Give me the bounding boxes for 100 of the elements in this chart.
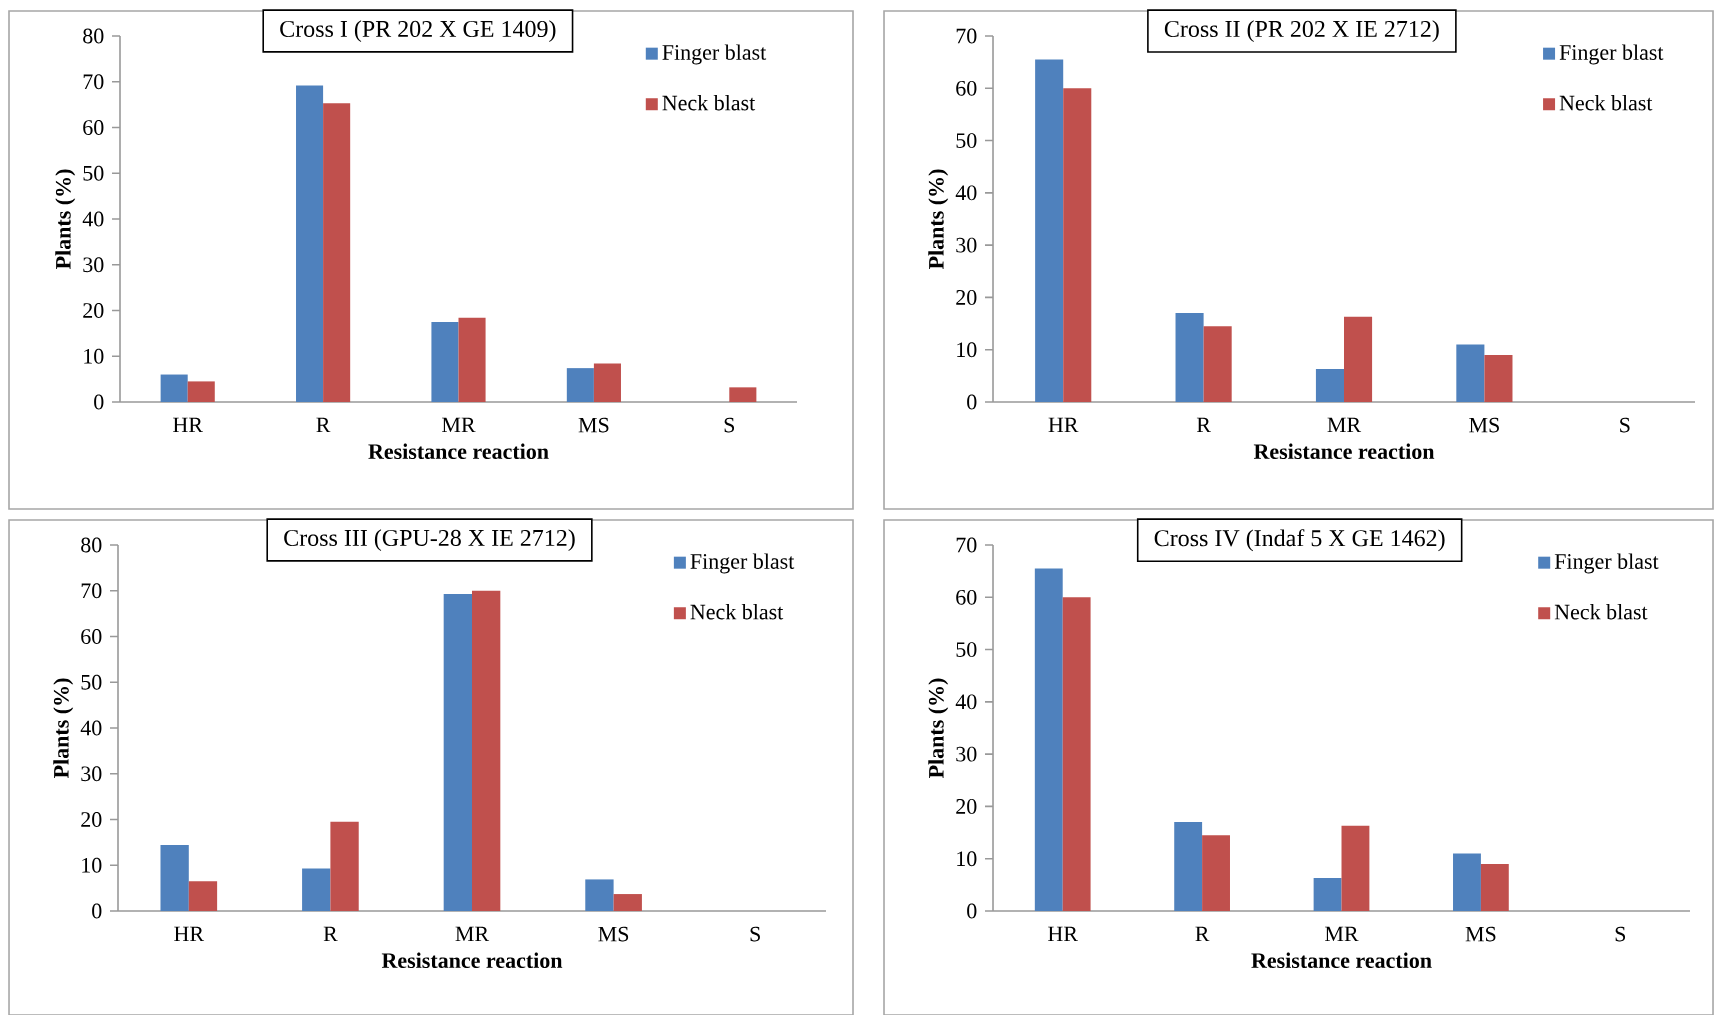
bar (323, 103, 351, 402)
y-tick-label: 40 (82, 211, 104, 227)
y-axis-title: Plants (%) (928, 678, 949, 779)
chart-title: Cross IV (Indaf 5 X GE 1462) (1154, 529, 1445, 552)
bar (1062, 597, 1091, 911)
x-tick-label: MS (578, 417, 609, 433)
y-tick-label: 60 (83, 120, 104, 135)
bar (593, 363, 621, 402)
y-tick-label: 30 (81, 766, 102, 782)
legend-label: Finger blast (1554, 553, 1659, 574)
y-tick-label: 60 (81, 629, 102, 644)
bar (613, 894, 642, 911)
chart-title: Cross I (PR 202 X GE 1409) (280, 20, 556, 42)
y-axis-title: Plants (%) (55, 169, 76, 270)
y-tick-label: 30 (956, 237, 977, 253)
bar (302, 868, 331, 911)
y-tick-label: 0 (92, 903, 102, 919)
bar (1341, 825, 1370, 911)
bar (296, 85, 324, 402)
bar (330, 821, 359, 911)
x-axis-title: Resistance reaction (381, 952, 563, 969)
bar (188, 881, 218, 911)
bar (1313, 878, 1342, 911)
y-tick-label: 40 (955, 185, 977, 201)
bar (187, 381, 215, 402)
bar (585, 879, 614, 911)
x-tick-label: HR (174, 926, 205, 942)
y-tick-label: 0 (94, 394, 104, 410)
y-tick-label: 70 (83, 74, 104, 90)
y-tick-label: 20 (83, 303, 104, 318)
bar (443, 593, 472, 911)
y-tick-label: 50 (81, 674, 102, 690)
bar (472, 590, 501, 911)
x-tick-label: S (724, 417, 735, 433)
y-tick-label: 80 (83, 28, 104, 44)
y-tick-label: 0 (967, 394, 977, 410)
x-tick-label: R (1196, 417, 1211, 433)
x-tick-label: S (750, 926, 760, 942)
y-axis-title: Plants (%) (928, 169, 949, 270)
y-tick-label: 0 (967, 903, 977, 919)
bar (431, 321, 459, 402)
y-tick-label: 40 (80, 720, 102, 736)
x-tick-label: R (323, 926, 338, 942)
chart-title: Cross II (PR 202 X IE 2712) (1164, 20, 1439, 42)
bar (1344, 316, 1373, 402)
x-tick-label: S (1620, 417, 1630, 433)
x-tick-label: R (1195, 926, 1210, 942)
legend-label: Neck blast (690, 603, 784, 620)
y-tick-label: 70 (956, 28, 977, 44)
y-tick-label: 50 (83, 165, 104, 181)
y-tick-label: 10 (84, 348, 104, 364)
bar (1480, 863, 1509, 911)
x-tick-label: HR (173, 417, 203, 433)
x-tick-label: MS (1469, 417, 1499, 433)
y-tick-label: 50 (956, 642, 977, 657)
x-tick-label: MR (442, 417, 476, 433)
y-tick-label: 20 (956, 290, 977, 305)
bar (1315, 369, 1345, 402)
bar (1203, 326, 1232, 402)
bar (160, 845, 189, 911)
bar (458, 317, 486, 402)
legend-label: Neck blast (662, 94, 756, 111)
x-axis-title: Resistance reaction (368, 443, 549, 460)
y-tick-label: 20 (956, 799, 977, 814)
y-tick-label: 70 (956, 537, 977, 553)
y-axis-title: Plants (%) (53, 678, 74, 779)
bar (729, 387, 757, 402)
bar (1456, 344, 1485, 402)
x-tick-label: S (1615, 926, 1626, 942)
x-tick-label: MS (598, 926, 629, 942)
legend-label: Finger blast (690, 553, 795, 574)
x-tick-label: MR (1327, 417, 1362, 433)
bar (1453, 853, 1481, 911)
y-tick-label: 50 (956, 133, 977, 148)
bar (1202, 835, 1230, 911)
legend-label: Finger blast (662, 44, 767, 65)
y-tick-label: 40 (955, 694, 977, 710)
legend-label: Neck blast (1559, 94, 1653, 111)
y-tick-label: 60 (956, 80, 977, 96)
bar (160, 374, 188, 402)
x-tick-label: HR (1048, 926, 1078, 942)
legend-label: Finger blast (1559, 44, 1664, 65)
y-tick-label: 10 (82, 857, 102, 873)
bar (566, 368, 594, 402)
legend-label: Neck blast (1554, 603, 1648, 620)
y-tick-label: 80 (81, 537, 102, 553)
y-tick-label: 60 (956, 589, 977, 605)
x-axis-title: Resistance reaction (1251, 952, 1432, 969)
x-tick-label: R (316, 417, 331, 433)
y-tick-label: 20 (81, 812, 102, 827)
y-tick-label: 70 (81, 583, 102, 599)
bar (1484, 354, 1513, 402)
bar (1175, 313, 1204, 402)
y-tick-label: 30 (956, 746, 977, 762)
x-tick-label: MR (1325, 926, 1359, 942)
bar (1034, 568, 1063, 911)
x-tick-label: HR (1048, 417, 1079, 433)
x-axis-title: Resistance reaction (1253, 443, 1435, 460)
chart-title: Cross III (GPU-28 X IE 2712) (284, 529, 575, 551)
y-tick-label: 10 (957, 342, 977, 358)
